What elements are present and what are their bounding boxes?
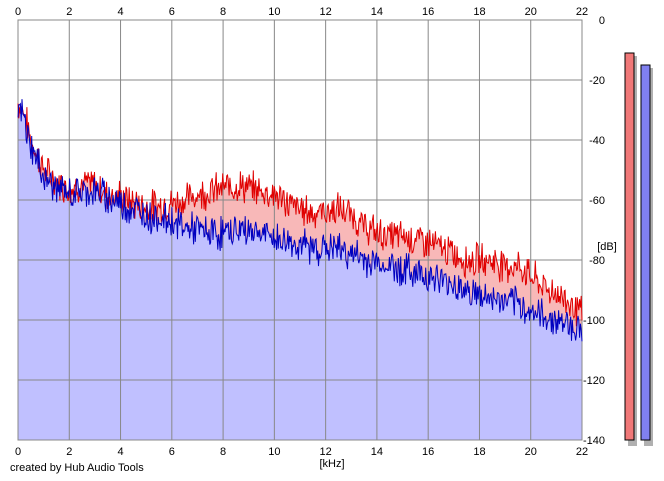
x-tick-label-bottom: 8: [220, 446, 226, 458]
plot-border: [17, 19, 583, 441]
x-tick-label-top: 8: [220, 6, 226, 18]
x-tick-label-top: 14: [371, 6, 383, 18]
level-meter-blue: [640, 64, 651, 441]
x-tick-label-top: 4: [117, 6, 123, 18]
x-tick-label-top: 0: [15, 6, 21, 18]
x-tick-label-bottom: 16: [422, 446, 434, 458]
series-lines: [17, 99, 583, 342]
x-tick-label-top: 10: [268, 6, 280, 18]
y-tick-label: -40: [589, 135, 605, 147]
x-tick-label-bottom: 4: [117, 446, 123, 458]
x-tick-label-top: 20: [525, 6, 537, 18]
y-unit-label: [dB]: [597, 241, 617, 253]
series-area-blue: [18, 99, 582, 440]
x-tick-label-top: 18: [473, 6, 485, 18]
x-tick-label-bottom: 18: [473, 446, 485, 458]
y-tick-labels: 0 -20 -40 -60 -80 -100 -120 -140: [583, 15, 605, 447]
credit-text: created by Hub Audio Tools: [10, 462, 144, 474]
x-unit-label: [kHz]: [319, 458, 344, 470]
x-tick-label-top: 12: [320, 6, 332, 18]
x-tick-label-bottom: 12: [320, 446, 332, 458]
series-areas: [18, 99, 582, 440]
level-meters: [624, 52, 653, 446]
x-tick-label-top: 6: [169, 6, 175, 18]
y-tick-label: -100: [583, 315, 605, 327]
x-tick-label-bottom: 10: [268, 446, 280, 458]
y-tick-label: -140: [583, 435, 605, 447]
x-tick-label-top: 2: [66, 6, 72, 18]
x-tick-label-bottom: 20: [525, 446, 537, 458]
y-tick-label: -120: [583, 375, 605, 387]
x-tick-label-top: 16: [422, 6, 434, 18]
series-line-blue: [17, 99, 583, 342]
y-tick-label: -80: [589, 255, 605, 267]
y-tick-label: 0: [599, 15, 605, 27]
series-line-red: [17, 103, 583, 327]
y-tick-label: -60: [589, 195, 605, 207]
y-tick-label: -20: [589, 75, 605, 87]
x-tick-label-bottom: 14: [371, 446, 383, 458]
level-meter-red: [624, 52, 635, 441]
x-tick-labels-top: 0 2 4 6 8 10 12 14 16 18 20 22: [15, 6, 588, 18]
x-tick-label-top: 22: [576, 6, 588, 18]
x-tick-label-bottom: 0: [15, 446, 21, 458]
x-tick-label-bottom: 2: [66, 446, 72, 458]
x-tick-label-bottom: 22: [576, 446, 588, 458]
x-tick-label-bottom: 6: [169, 446, 175, 458]
x-tick-labels-bottom: 0 2 4 6 8 10 12 14 16 18 20 22: [15, 446, 588, 458]
